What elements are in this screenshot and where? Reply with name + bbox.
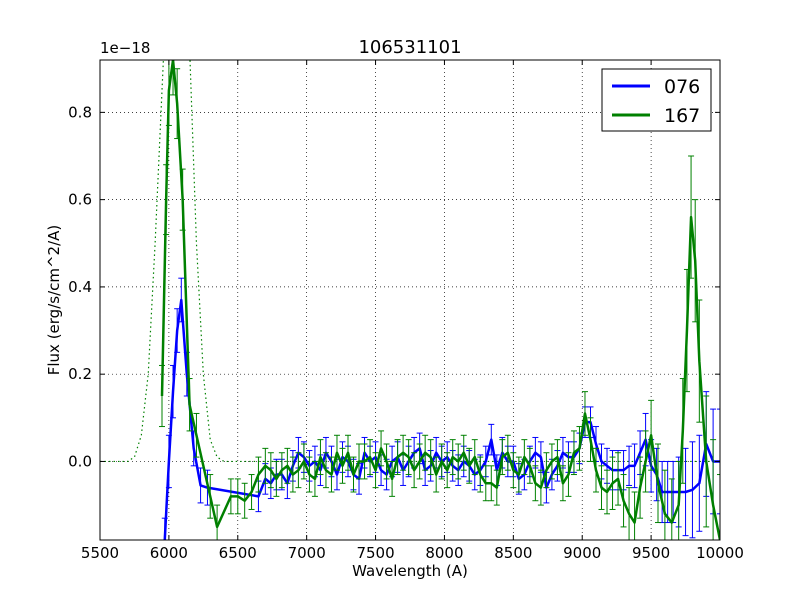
x-tick-label: 7000 xyxy=(288,544,326,562)
x-axis-label: Wavelength (A) xyxy=(352,562,468,580)
y-tick-label: 0.8 xyxy=(68,103,92,121)
plot-frame xyxy=(99,59,721,541)
x-tick-label: 8000 xyxy=(425,544,463,562)
y-tick-label: 0.4 xyxy=(68,278,92,296)
x-tick-label: 5500 xyxy=(81,544,119,562)
series-line-076 xyxy=(163,298,720,540)
model-curve xyxy=(100,60,720,463)
x-tick-label: 6000 xyxy=(150,544,188,562)
series-167 xyxy=(159,60,720,540)
y-tick-label: 0.0 xyxy=(68,452,92,470)
y-axis-label: Flux (erg/s/cm^2/A) xyxy=(45,225,63,376)
legend-label-167: 167 xyxy=(664,105,700,127)
y-tick-label: 0.6 xyxy=(68,191,92,209)
x-tick-label: 10000 xyxy=(696,544,744,562)
chart-title: 106531101 xyxy=(358,37,461,58)
model-curve-layer xyxy=(100,60,720,463)
x-tick-label: 9000 xyxy=(563,544,601,562)
series-line-167 xyxy=(160,60,720,540)
x-tick-label: 6500 xyxy=(219,544,257,562)
series-layer xyxy=(159,60,720,540)
tick-layer: 5500 6000 6500 7000 7500 8000 8500 9000 9500 1000… xyxy=(68,60,744,562)
x-tick-label: 9500 xyxy=(632,544,670,562)
x-tick-label: 8500 xyxy=(494,544,532,562)
legend: 076 167 xyxy=(601,68,712,132)
y-offset-label: 1e−18 xyxy=(100,39,150,57)
legend-box xyxy=(601,68,712,132)
y-tick-label: 0.2 xyxy=(68,365,92,383)
legend-label-076: 076 xyxy=(664,76,700,98)
x-tick-label: 7500 xyxy=(356,544,394,562)
